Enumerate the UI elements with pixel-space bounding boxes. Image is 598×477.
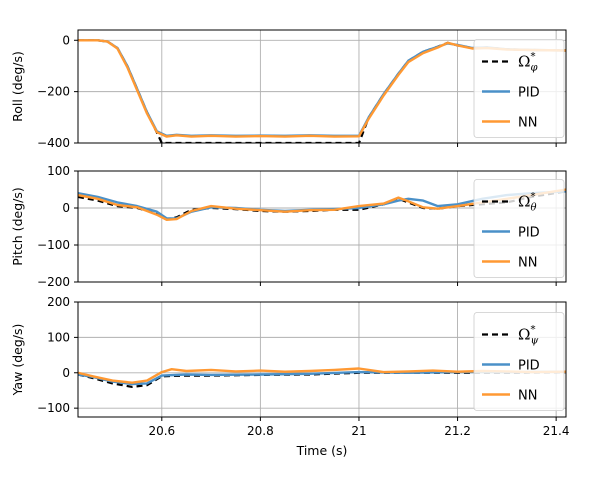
y-axis-label-roll: Roll (deg/s) [10, 51, 25, 122]
series-line-roll-2 [78, 39, 566, 138]
legend-box-pitch [473, 179, 565, 278]
y-tick-label-roll-0: 0 [62, 33, 70, 47]
legend-yaw: Ω* ψ PID NN [473, 312, 565, 411]
axes-frame-pitch [77, 170, 567, 283]
x-axis-label: Time (s) [296, 443, 348, 458]
x-tick-label-1: 20.8 [247, 424, 274, 438]
legend-label-yaw-1: PID [518, 359, 540, 374]
series-line-yaw-2 [78, 367, 566, 384]
series-line-yaw-0 [78, 371, 566, 388]
legend-label-pitch-0: Ω* θ [518, 192, 536, 214]
y-tick-label-pitch-0: 100 [47, 164, 70, 178]
y-tick-label-yaw-3: −100 [37, 401, 70, 415]
x-tick-label-0: 20.6 [148, 424, 175, 438]
x-tick-label-2: 21 [351, 424, 366, 438]
axes-frame-yaw [77, 301, 567, 418]
x-tick-label-4: 21.4 [543, 424, 570, 438]
legend-box-roll [473, 39, 565, 138]
y-axis-label-pitch: Pitch (deg/s) [10, 187, 25, 265]
axes-frame-roll [77, 29, 567, 144]
y-tick-label-yaw-1: 100 [47, 330, 70, 344]
y-tick-label-yaw-0: 200 [47, 295, 70, 309]
legend-roll: Ω* φ PID NN [473, 39, 565, 138]
y-tick-label-yaw-2: 0 [62, 366, 70, 380]
y-axis-label-yaw: Yaw (deg/s) [10, 324, 25, 397]
legend-label-roll-0: Ω* φ [518, 52, 537, 74]
legend-label-pitch-2: NN [518, 256, 537, 271]
legend-label-yaw-0: Ω* ψ [518, 325, 538, 347]
y-tick-label-pitch-1: 0 [62, 201, 70, 215]
legend-label-roll-1: PID [518, 86, 540, 101]
y-tick-label-roll-2: −400 [37, 136, 70, 150]
legend-box-yaw [473, 312, 565, 411]
y-tick-label-pitch-2: −100 [37, 238, 70, 252]
chart-panel-pitch: 100 0 −100 −200 Pitch (deg/s) Ω* θ PID NN [10, 164, 567, 289]
x-tick-label-3: 21.2 [444, 424, 471, 438]
chart-panel-yaw: 200 100 0 −100 20.6 20.8 21 21.2 21.4 Yaw (deg/s)… [10, 295, 570, 458]
legend-pitch: Ω* θ PID NN [473, 179, 565, 278]
legend-label-yaw-2: NN [518, 389, 537, 404]
legend-label-pitch-1: PID [518, 226, 540, 241]
y-tick-label-pitch-3: −200 [37, 275, 70, 289]
legend-label-roll-2: NN [518, 116, 537, 131]
y-tick-label-roll-1: −200 [37, 85, 70, 99]
chart-panel-roll: 0 −200 −400 Roll (deg/s) Ω* φ PID NN [10, 29, 567, 150]
series-line-pitch-2 [78, 188, 566, 222]
